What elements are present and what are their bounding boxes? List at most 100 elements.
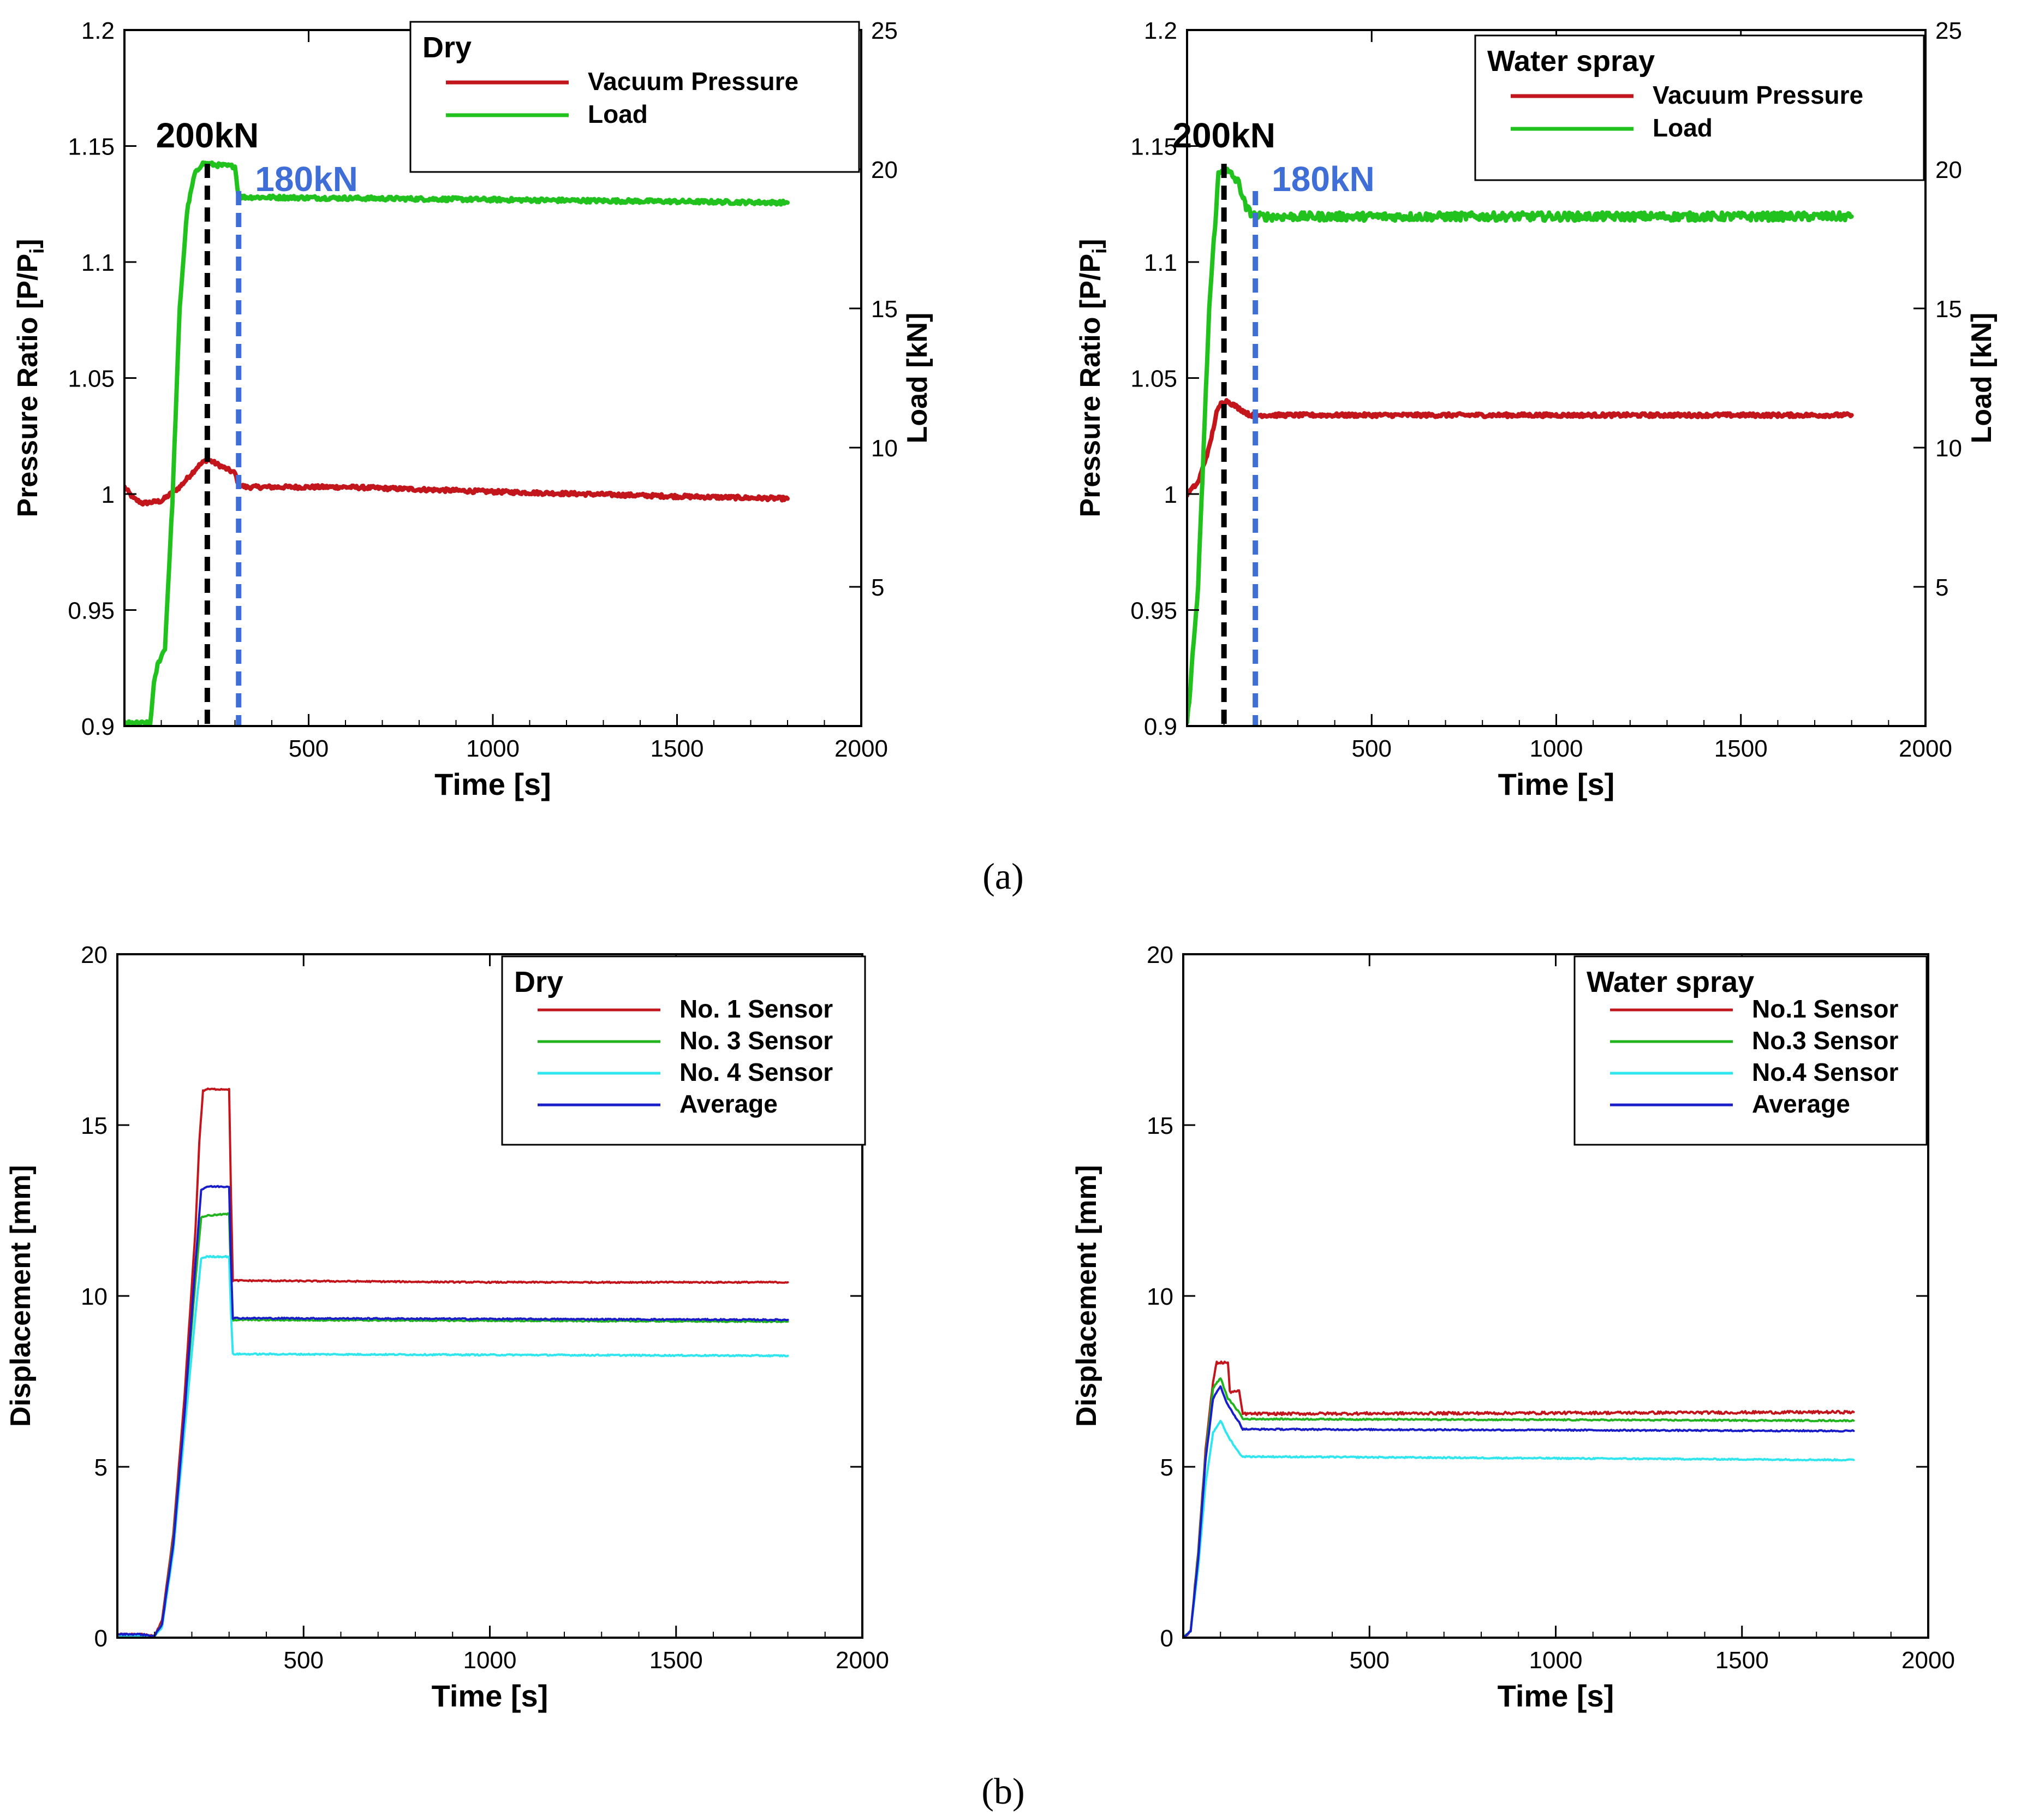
y2-tick-label: 15 [1935,296,1962,323]
y-tick-label: 1.15 [68,134,115,160]
y2-tick-label: 20 [1935,157,1962,183]
chart-displacement-water-spray: 500 1000 1500 2000 0 5 10 15 20 Time [s] Displacem… [1071,942,1955,1713]
y-tick-label: 0.9 [81,713,115,740]
y-tick-label: 15 [81,1113,108,1139]
y-tick-label: 10 [1147,1283,1173,1310]
legend-entry: No.3 Sensor [1752,1026,1899,1055]
y-axis-label: Pressure Ratio [P/Pi] [12,239,48,518]
legend-title: Water spray [1487,45,1655,78]
series-line-no-3-sensor [1183,1377,1855,1638]
y-axis-label: Displacement [mm] [1071,1165,1102,1427]
x-tick-label: 500 [284,1647,324,1674]
plot-area [117,1087,789,1638]
y-axis-label-sub: i [1088,248,1111,254]
legend-entry: Load [588,100,648,128]
series-line-vacuum-pressure [124,456,790,507]
plot-area [1187,166,1854,725]
x-tick-label: 1500 [649,1647,703,1674]
legend: Dry No. 1 Sensor No. 3 Sensor No. 4 Sensor A… [501,955,866,1146]
plot-area [1183,1360,1855,1638]
legend-title: Water spray [1587,966,1754,998]
series-line-no-1-sensor [117,1087,789,1638]
y2-tick-label: 10 [871,435,898,462]
legend-entry: Average [679,1090,778,1118]
legend-entry: No.4 Sensor [1752,1058,1899,1086]
x-tick-label: 1000 [1530,735,1583,762]
legend-entry: No. 3 Sensor [679,1026,833,1055]
plot-area [124,160,790,726]
series-line-no-1-sensor [1183,1360,1855,1638]
x-axis-label: Time [s] [1498,767,1615,801]
y-tick-label: 10 [81,1283,108,1310]
x-axis-label: Time [s] [1498,1679,1614,1713]
y-tick-label: 0.95 [1130,598,1177,624]
y2-tick-label: 5 [871,574,884,601]
x-axis-label: Time [s] [434,767,551,801]
marker-label-200kN: 200kN [156,116,259,155]
x-axis-label: Time [s] [432,1679,549,1713]
legend-entry: Vacuum Pressure [588,67,798,96]
y-axis-label-main: Displacement [mm] [5,1165,37,1427]
y-tick-label: 1 [102,481,115,508]
y-tick-label: 15 [1147,1113,1173,1139]
y2-tick-label: 15 [871,296,898,323]
x-tick-label: 2000 [1901,1647,1955,1674]
legend-entry: No.1 Sensor [1752,995,1899,1023]
y-tick-label: 1.2 [81,17,115,44]
y2-tick-label: 20 [871,157,898,183]
x-tick-label: 1500 [651,735,704,762]
y-tick-label: 1 [1164,481,1177,508]
legend-title: Dry [422,31,472,64]
y2-tick-label: 10 [1935,435,1962,462]
y2-tick-label: 5 [1935,574,1948,601]
legend-entry: Vacuum Pressure [1653,81,1863,109]
legend-entry: Load [1653,114,1713,142]
y-axis-label-main: Displacement [mm] [1071,1165,1102,1427]
series-line-average [1183,1385,1855,1638]
x-tick-label: 2000 [836,1647,889,1674]
x-tick-label: 1000 [463,1647,517,1674]
y-tick-label: 5 [94,1454,108,1481]
marker-label-180kN: 180kN [1272,159,1375,199]
x-tick-label: 500 [289,735,329,762]
chart-pressure-dry: 200kN 180kN 500 1000 1500 2000 0.9 0.95 1 1.05 1.1… [12,17,933,801]
x-tick-label: 1500 [1715,1647,1769,1674]
legend-entry: No. 1 Sensor [679,995,833,1023]
series-line-no-4-sensor [117,1254,789,1638]
series-line-no-3-sensor [117,1212,789,1638]
panel-label-b: (b) [981,1770,1024,1812]
series-line-vacuum-pressure [1187,398,1854,498]
y-tick-label: 1.15 [1130,134,1177,160]
chart-displacement-dry: 500 1000 1500 2000 0 5 10 15 20 Time [s] Displacem… [5,942,889,1713]
x-tick-label: 500 [1352,735,1392,762]
marker-label-200kN: 200kN [1172,116,1275,155]
legend-frame [1573,955,1928,1146]
y-tick-label: 0 [94,1625,108,1652]
series-line-average [117,1185,789,1637]
y2-tick-label: 25 [871,17,898,44]
y-axis-label-end: ] [12,239,44,248]
y-axis-label-end: ] [1075,239,1106,248]
y-tick-label: 1.1 [81,249,115,276]
y-tick-label: 0.95 [68,598,115,624]
series-line-load [124,160,790,726]
y2-axis-label: Load [kN] [1966,313,1998,444]
y-tick-label: 0.9 [1144,713,1177,740]
x-tick-label: 1000 [1529,1647,1583,1674]
x-tick-label: 2000 [1899,735,1952,762]
series-line-no-4-sensor [1183,1420,1855,1638]
legend-title: Dry [514,966,563,998]
legend-entry: Average [1752,1090,1850,1118]
legend: Dry Vacuum Pressure Load [409,21,860,173]
chart-pressure-water-spray: 200kN 180kN 500 1000 1500 2000 0.9 0.95 1 1.05 1.1… [1075,17,1998,801]
x-tick-label: 1500 [1714,735,1768,762]
legend-entry: No. 4 Sensor [679,1058,833,1086]
series-line-load [1187,166,1854,725]
legend-frame [501,955,866,1146]
y-tick-label: 1.1 [1144,249,1177,276]
y-tick-label: 1.05 [1130,366,1177,392]
legend-frame [1474,34,1925,181]
y-tick-label: 20 [1147,942,1173,968]
